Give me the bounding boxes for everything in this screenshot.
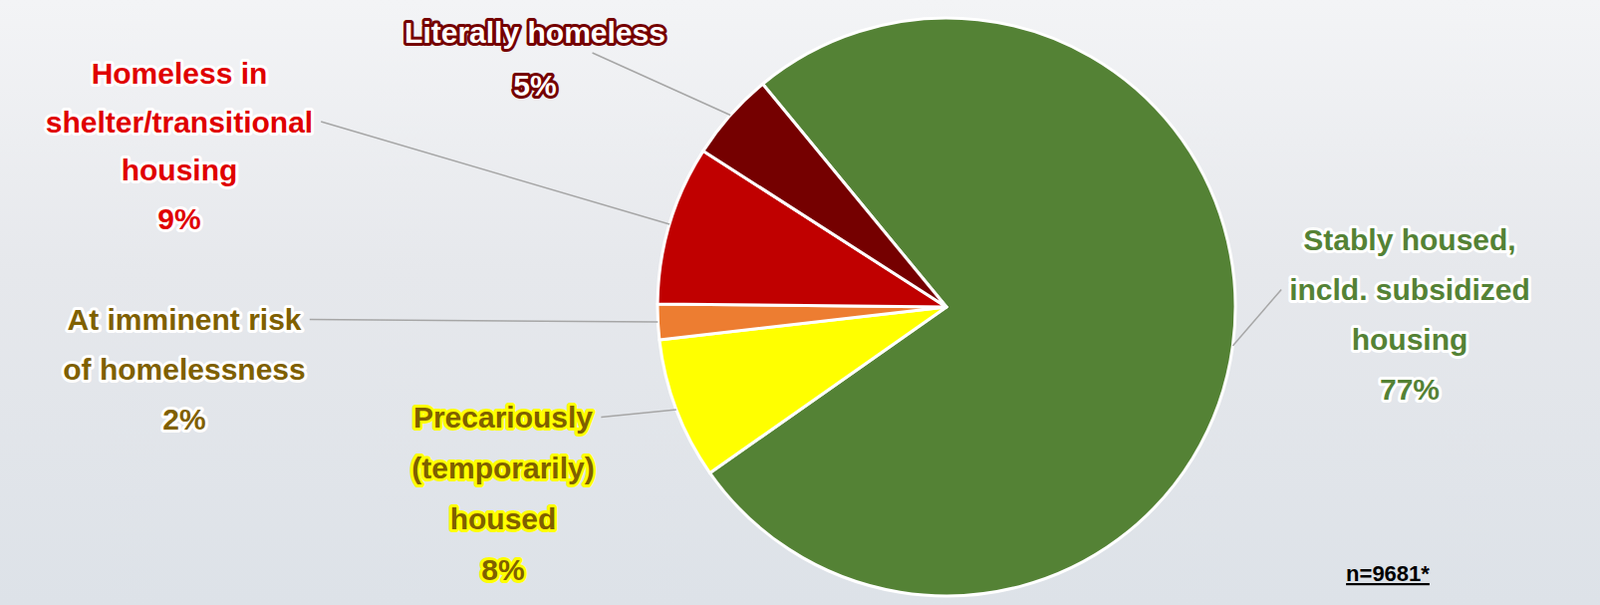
slice-label: (temporarily) <box>411 451 594 485</box>
slice-label: shelter/transitional <box>45 105 313 139</box>
leader-lines <box>309 52 1282 418</box>
slice-value-label: 8% <box>481 552 525 586</box>
labels: Stably housed, incld. subsidized housing 77… <box>45 15 1531 586</box>
pie-slice <box>657 303 947 340</box>
annotation: n=9681* <box>1345 560 1430 586</box>
leader-line <box>600 409 677 418</box>
slice-label: Homeless in <box>91 56 268 90</box>
slice-value-label: 9% <box>157 202 201 236</box>
slice-label: Literally homeless <box>404 15 666 49</box>
slice-label: incld. subsidized <box>1289 272 1531 306</box>
leader-line <box>592 52 732 116</box>
slice-label: of homelessness <box>62 352 305 386</box>
slice-label: At imminent risk <box>66 302 301 336</box>
leader-line <box>1232 289 1282 346</box>
leader-line <box>309 319 659 323</box>
pie <box>657 17 1236 596</box>
chart: Stably housed, incld. subsidized housing 77… <box>0 0 1600 605</box>
slice-label: housing <box>1351 322 1469 356</box>
slice-label: housed <box>450 502 557 535</box>
slice-label: Precariously <box>413 400 593 434</box>
slice-label: Stably housed, <box>1303 223 1516 257</box>
slice-value-label: 2% <box>162 402 206 436</box>
pie-slice <box>703 83 947 307</box>
leader-line <box>320 121 670 225</box>
slice-label: housing <box>121 153 239 187</box>
background <box>0 0 1600 605</box>
slice-value-label: 77% <box>1379 372 1440 406</box>
slice-value-label: 5% <box>513 68 556 102</box>
